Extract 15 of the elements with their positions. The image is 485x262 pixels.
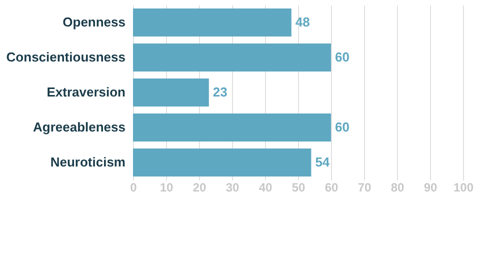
bar [133, 148, 312, 176]
bar [133, 78, 209, 106]
bar [133, 44, 331, 72]
y-tick-label: Agreeableness [33, 120, 126, 134]
data-label: 60 [335, 120, 350, 134]
y-tick-label: Openness [62, 14, 126, 30]
data-label: 60 [335, 50, 350, 64]
bar [133, 8, 292, 36]
y-tick-label: Neuroticism [50, 154, 126, 170]
data-label: 54 [315, 154, 330, 170]
bar [133, 114, 331, 142]
data-label: 48 [295, 14, 310, 30]
y-tick-label: Extraversion [46, 84, 126, 100]
data-label: 23 [212, 84, 228, 100]
y-tick-label: Conscientiousness [6, 50, 126, 64]
